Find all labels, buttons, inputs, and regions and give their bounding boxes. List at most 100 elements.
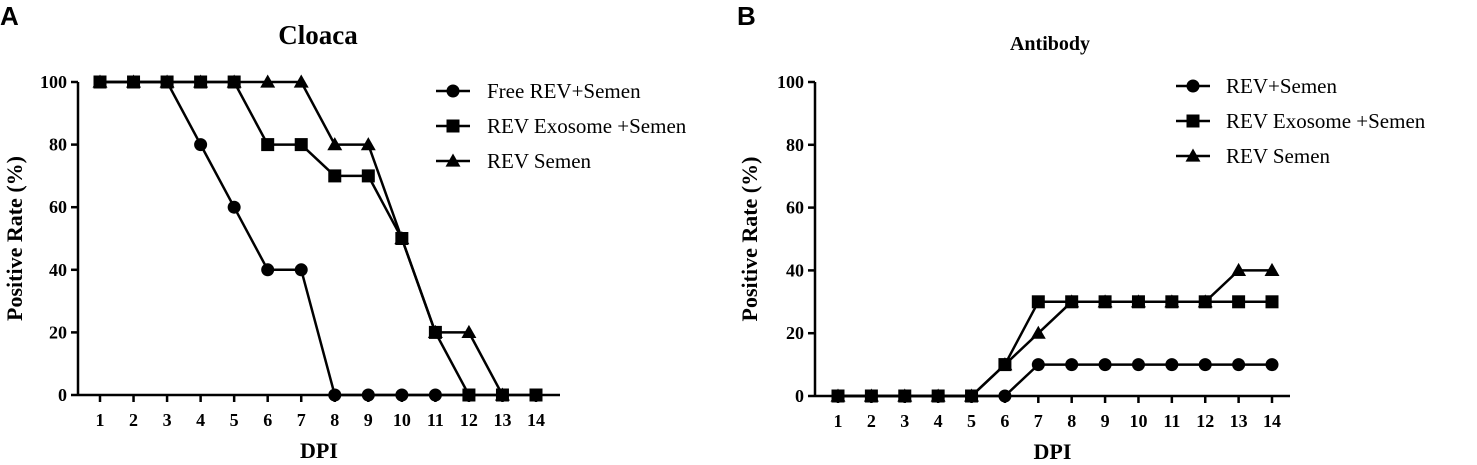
x-tick-label: 4 [934, 411, 943, 431]
data-point [1030, 325, 1046, 339]
data-point [328, 169, 342, 183]
series-triangle [830, 262, 1280, 402]
data-point [1232, 358, 1246, 372]
data-point [361, 388, 375, 402]
legend-marker [446, 84, 460, 98]
x-tick-label: 11 [427, 410, 444, 430]
y-tick-label: 0 [795, 386, 804, 406]
y-tick-label: 60 [786, 198, 804, 218]
data-point [1131, 358, 1145, 372]
x-tick-label: 4 [196, 410, 205, 430]
data-point [394, 231, 410, 245]
data-point [92, 74, 108, 88]
data-point [328, 388, 342, 402]
data-point [427, 324, 443, 339]
series-line [100, 80, 504, 396]
data-point [126, 74, 142, 88]
y-tick-label: 40 [49, 260, 67, 280]
x-tick-label: 8 [330, 410, 339, 430]
data-point [997, 357, 1013, 371]
data-point [1031, 358, 1045, 372]
legend-label: REV Semen [1226, 144, 1331, 168]
x-tick-label: 8 [1067, 411, 1076, 431]
data-point [1097, 294, 1113, 308]
chart-title-cloaca: Cloaca [278, 20, 358, 50]
data-point [1265, 295, 1279, 309]
data-point [998, 389, 1012, 403]
data-point [261, 138, 275, 152]
data-point [260, 74, 276, 88]
data-point [1232, 295, 1246, 309]
data-point [1231, 262, 1247, 277]
y-tick-label: 80 [49, 135, 67, 155]
legend-entry: REV Exosome +Semen [436, 114, 687, 138]
legend-marker [1185, 148, 1201, 162]
legend-label: Free REV+Semen [487, 79, 641, 103]
y-tick-label: 0 [58, 385, 67, 405]
y-tick-label: 100 [40, 72, 67, 92]
x-tick-label: 6 [1000, 411, 1009, 431]
data-point [395, 388, 409, 402]
legend-marker [1186, 79, 1200, 93]
data-point [193, 74, 209, 88]
data-point [1098, 358, 1112, 372]
chart-title-antibody: Antibody [1010, 33, 1090, 55]
data-point [361, 169, 375, 183]
data-point [494, 387, 510, 401]
x-tick-label: 1 [834, 411, 843, 431]
x-tick-label: 11 [1163, 411, 1180, 431]
y-axis-label: Positive Rate (%) [2, 156, 27, 321]
data-point [1031, 295, 1045, 309]
x-tick-label: 3 [900, 411, 909, 431]
y-tick-label: 40 [786, 260, 804, 280]
x-tick-label: 2 [867, 411, 876, 431]
x-axis-label: DPI [1034, 439, 1072, 464]
data-point [1065, 358, 1079, 372]
legend-label: REV Exosome +Semen [1226, 109, 1426, 133]
series-square [93, 75, 543, 402]
data-point [194, 138, 208, 152]
data-point [830, 388, 846, 402]
legend-entry: REV+Semen [1176, 74, 1337, 98]
data-point [1164, 294, 1180, 308]
legend-marker [446, 119, 460, 133]
legend-label: REV+Semen [1226, 74, 1337, 98]
data-point [1265, 358, 1279, 372]
data-point [261, 263, 275, 277]
series-line [838, 269, 1272, 398]
x-tick-label: 13 [1230, 411, 1248, 431]
legend-label: REV Exosome +Semen [487, 114, 687, 138]
x-tick-label: 10 [1129, 411, 1147, 431]
x-tick-label: 14 [1263, 411, 1281, 431]
legend-entry: REV Semen [436, 149, 592, 173]
data-point [294, 263, 308, 277]
data-point [930, 388, 946, 402]
data-point [227, 200, 241, 214]
data-point [1130, 294, 1146, 308]
data-point [897, 388, 913, 402]
x-tick-label: 5 [967, 411, 976, 431]
legend-entry: Free REV+Semen [436, 79, 641, 103]
legend-entry: REV Semen [1176, 144, 1331, 168]
data-point [360, 137, 376, 151]
data-point [964, 388, 980, 402]
x-tick-label: 2 [129, 410, 138, 430]
data-point [1197, 294, 1213, 308]
data-point [1064, 294, 1080, 308]
series-square [831, 295, 1279, 403]
data-point [159, 74, 175, 88]
data-point [462, 388, 476, 402]
data-point [1165, 358, 1179, 372]
legend-marker [445, 153, 461, 167]
x-tick-label: 6 [263, 410, 272, 430]
x-tick-label: 9 [364, 410, 373, 430]
x-tick-label: 7 [1034, 411, 1043, 431]
data-point [428, 388, 442, 402]
y-tick-label: 100 [777, 72, 804, 92]
legend-label: REV Semen [487, 149, 592, 173]
y-axis-label: Positive Rate (%) [737, 157, 762, 322]
legend-marker [1186, 114, 1200, 128]
